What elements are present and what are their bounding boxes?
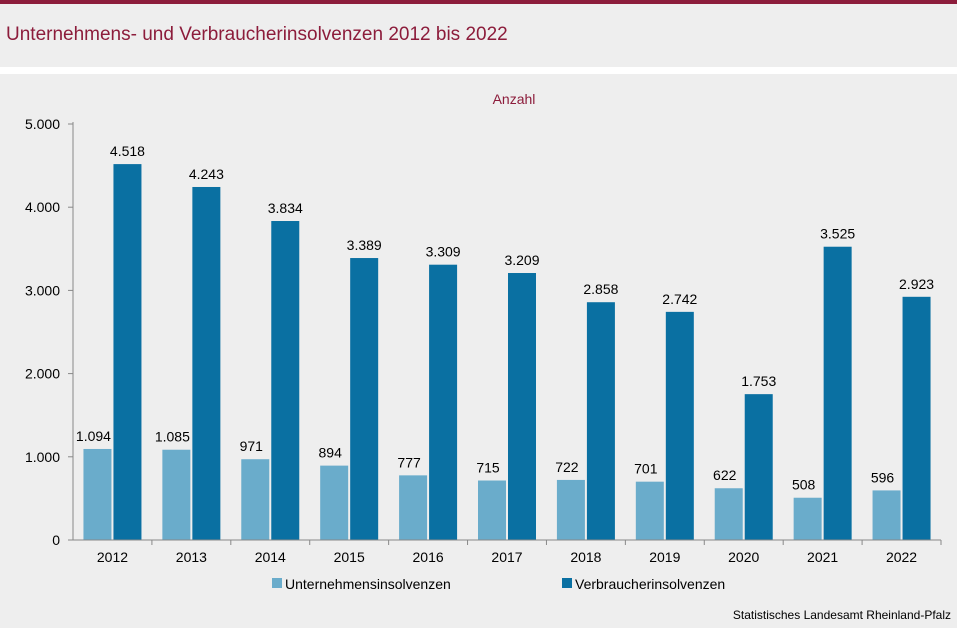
title-separator (0, 67, 957, 74)
bar-unternehmensinsolvenzen-2020 (714, 488, 743, 540)
x-tick-label: 2022 (886, 549, 917, 565)
unit-label: Anzahl (493, 91, 536, 107)
bar-verbraucherinsolvenzen-2018 (586, 302, 615, 540)
y-tick-label: 4.000 (25, 199, 60, 215)
legend-label: Unternehmensinsolvenzen (285, 576, 451, 592)
x-tick-label: 2016 (413, 549, 444, 565)
bar-verbraucherinsolvenzen-2016 (429, 264, 458, 540)
chart-title: Unternehmens- und Verbraucherinsolvenzen… (6, 24, 508, 45)
y-tick-label: 2.000 (25, 366, 60, 382)
x-tick-label: 2019 (649, 549, 680, 565)
bar-unternehmensinsolvenzen-2012 (83, 448, 112, 540)
bar-unternehmensinsolvenzen-2022 (872, 490, 901, 540)
legend: Unternehmensinsolvenzen Verbraucherinsolv… (272, 576, 725, 592)
data-label: 1.094 (76, 428, 111, 444)
data-label: 715 (476, 460, 500, 476)
x-tick-label: 2014 (255, 549, 286, 565)
y-tick-label: 3.000 (25, 282, 60, 298)
data-label: 508 (792, 477, 816, 493)
y-tick-label: 1.000 (25, 449, 60, 465)
bar-unternehmensinsolvenzen-2018 (556, 479, 585, 540)
bar-verbraucherinsolvenzen-2017 (508, 273, 536, 540)
data-label: 2.858 (583, 281, 618, 297)
data-label: 3.209 (504, 252, 539, 268)
bar-unternehmensinsolvenzen-2019 (635, 481, 664, 540)
data-label: 894 (319, 445, 343, 461)
x-tick-label: 2013 (176, 549, 207, 565)
bar-verbraucherinsolvenzen-2012 (113, 164, 142, 540)
bar-unternehmensinsolvenzen-2017 (478, 480, 506, 540)
bar-chart: Anzahl 0 1.000 2.000 3.000 4.000 5.000 1.094 4… (25, 91, 942, 592)
data-label: 622 (713, 467, 737, 483)
x-tick-label: 2015 (334, 549, 365, 565)
bar-verbraucherinsolvenzen-2019 (665, 311, 694, 540)
data-label: 4.243 (189, 166, 224, 182)
data-label: 3.834 (268, 200, 303, 216)
bar-verbraucherinsolvenzen-2015 (350, 258, 379, 540)
x-tick-label: 2018 (570, 549, 601, 565)
data-label: 2.742 (662, 291, 697, 307)
bar-unternehmensinsolvenzen-2014 (241, 459, 270, 540)
y-tick-label: 0 (52, 532, 60, 548)
data-label: 3.389 (347, 237, 382, 253)
data-label: 596 (871, 469, 895, 485)
data-label: 971 (240, 438, 264, 454)
top-accent-bar (0, 0, 957, 4)
data-label: 4.518 (110, 143, 145, 159)
data-label: 2.923 (899, 276, 934, 292)
bar-verbraucherinsolvenzen-2021 (823, 246, 852, 540)
bar-verbraucherinsolvenzen-2014 (271, 221, 300, 540)
bar-unternehmensinsolvenzen-2015 (320, 465, 349, 540)
data-label: 1.753 (741, 373, 776, 389)
legend-swatch-unternehmensinsolvenzen (272, 578, 282, 588)
x-tick-label: 2012 (97, 549, 128, 565)
data-label: 777 (397, 454, 421, 470)
source-note: Statistisches Landesamt Rheinland-Pfalz (732, 608, 951, 622)
bar-unternehmensinsolvenzen-2013 (162, 449, 191, 540)
bar-unternehmensinsolvenzen-2016 (399, 475, 428, 540)
bar-verbraucherinsolvenzen-2020 (744, 394, 773, 540)
data-label: 3.525 (820, 226, 855, 242)
data-label: 3.309 (426, 244, 461, 260)
bar-unternehmensinsolvenzen-2021 (793, 497, 822, 540)
legend-label: Verbraucherinsolvenzen (575, 576, 725, 592)
y-tick-label: 5.000 (25, 116, 60, 132)
data-label: 701 (634, 461, 658, 477)
x-tick-label: 2017 (491, 549, 522, 565)
bar-verbraucherinsolvenzen-2022 (902, 296, 931, 540)
x-tick-label: 2021 (807, 549, 838, 565)
bars: 1.094 4.518 1.085 4.243 971 3.834 894 3.389 777 3… (76, 143, 934, 540)
x-tick-label: 2020 (728, 549, 759, 565)
legend-swatch-verbraucherinsolvenzen (562, 578, 572, 588)
data-label: 722 (555, 459, 579, 475)
x-axis: 2012 2013 2014 2015 2016 2017 2018 2019 2020 2021… (73, 539, 942, 565)
y-axis: 0 1.000 2.000 3.000 4.000 5.000 (25, 116, 74, 548)
bar-verbraucherinsolvenzen-2013 (192, 186, 221, 540)
data-label: 1.085 (155, 429, 190, 445)
